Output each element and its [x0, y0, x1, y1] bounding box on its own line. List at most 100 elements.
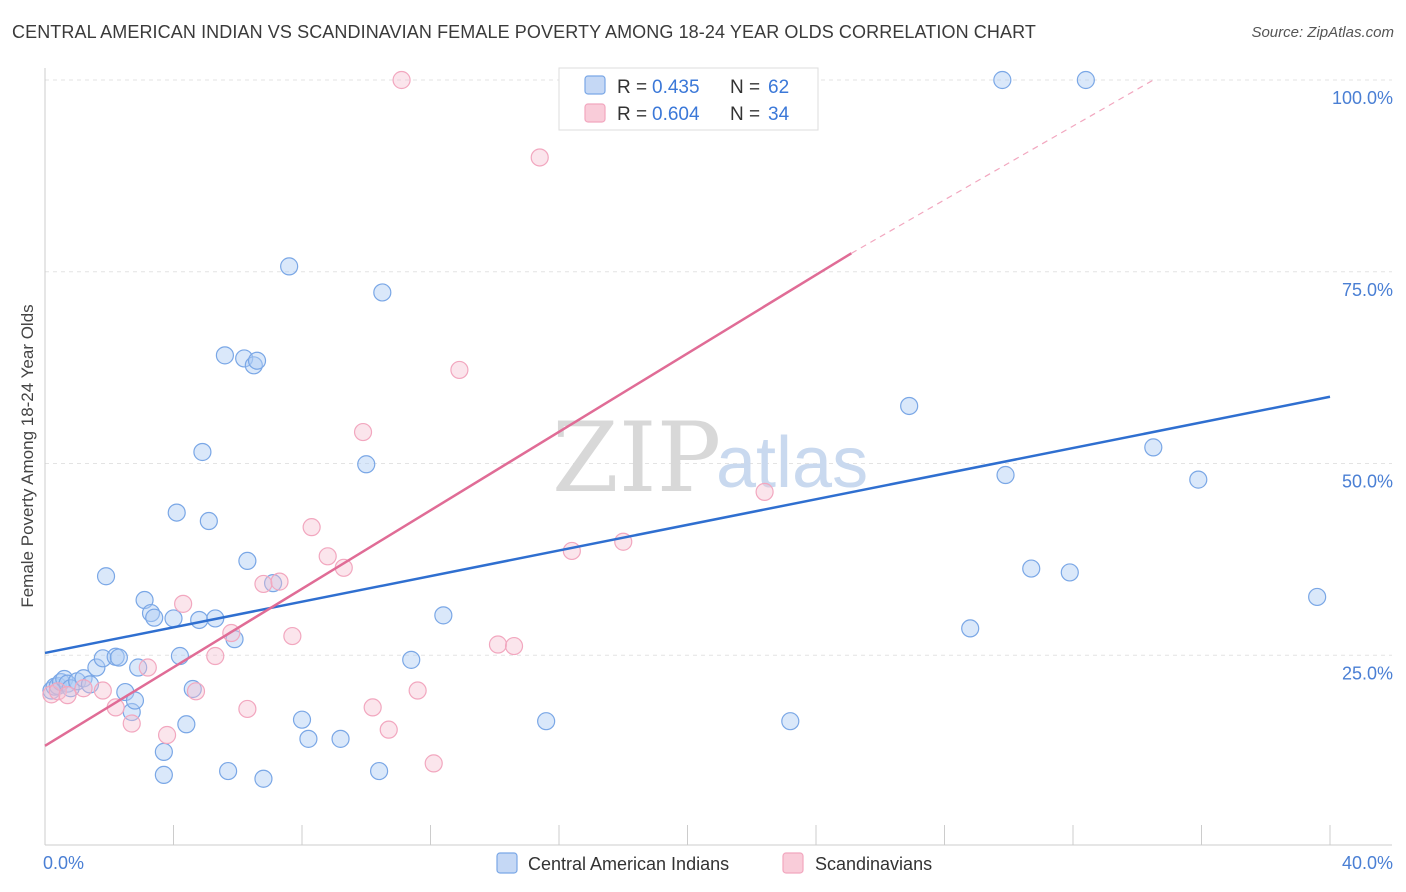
point-central-american-indians: [129, 658, 148, 677]
trendline-central-american-indians: [44, 395, 1331, 655]
legend-n-value-1: 62: [768, 77, 789, 98]
point-central-american-indians: [434, 606, 453, 625]
point-scandinavians: [450, 360, 469, 380]
point-scandinavians: [186, 682, 206, 701]
watermark: ZIP atlas: [552, 402, 868, 514]
point-central-american-indians: [357, 455, 376, 474]
point-central-american-indians: [215, 346, 234, 365]
point-central-american-indians: [1144, 438, 1163, 457]
point-central-american-indians: [154, 765, 173, 785]
point-central-american-indians: [183, 679, 202, 699]
point-central-american-indians: [193, 442, 212, 462]
point-scandinavians: [530, 148, 549, 167]
point-scandinavians: [363, 698, 382, 717]
point-central-american-indians: [373, 283, 392, 302]
point-central-american-indians: [299, 729, 318, 748]
point-scandinavians: [755, 482, 774, 501]
watermark-atlas: atlas: [716, 423, 868, 503]
point-scandinavians: [93, 681, 112, 700]
y-tick-label: 100.0%: [1332, 88, 1393, 108]
point-scandinavians: [122, 714, 141, 733]
legend-n-value-2: 34: [768, 104, 790, 125]
point-central-american-indians: [167, 503, 186, 522]
point-scandinavians: [408, 681, 427, 700]
point-central-american-indians: [263, 574, 283, 593]
point-central-american-indians: [145, 608, 164, 627]
point-central-american-indians: [164, 609, 183, 628]
point-scandinavians: [174, 594, 193, 613]
point-central-american-indians: [537, 712, 556, 731]
point-central-american-indians: [247, 351, 267, 370]
point-central-american-indians: [154, 742, 173, 761]
legend-r-value-2: 0.604: [652, 104, 700, 125]
legend-n-label-2: N =: [730, 104, 760, 125]
point-central-american-indians: [331, 729, 350, 748]
trendlines: [44, 79, 1331, 747]
watermark-zip: ZIP: [552, 402, 721, 514]
point-central-american-indians: [1022, 559, 1041, 578]
legend-swatch-pink: [584, 103, 606, 123]
point-central-american-indians: [996, 465, 1015, 485]
legend-r-value-1: 0.435: [652, 77, 700, 98]
point-central-american-indians: [961, 619, 980, 638]
y-tick-label: 50.0%: [1342, 472, 1393, 492]
point-central-american-indians: [1308, 587, 1327, 607]
point-central-american-indians: [238, 551, 257, 571]
point-central-american-indians: [993, 70, 1012, 90]
point-scandinavians: [424, 754, 443, 773]
x-ticks: [44, 825, 1331, 845]
legend-box: R = 0.435 N = 62 R = 0.604 N = 34: [558, 67, 819, 131]
chart-title: CENTRAL AMERICAN INDIAN VS SCANDINAVIAN …: [12, 22, 1036, 42]
point-scandinavians: [318, 547, 337, 566]
point-scandinavians: [504, 636, 524, 656]
bottom-legend-swatch-pink: [782, 852, 804, 874]
point-central-american-indians: [96, 567, 116, 586]
bottom-legend-swatch-blue: [496, 852, 518, 874]
point-scandinavians: [58, 686, 77, 705]
gridlines: [45, 79, 1392, 656]
x-tick-label-max: 40.0%: [1342, 853, 1393, 873]
series-scandinavians: [42, 70, 774, 773]
point-scandinavians: [48, 682, 67, 701]
x-tick-label-min: 0.0%: [43, 853, 84, 873]
point-scandinavians: [302, 518, 321, 537]
point-central-american-indians: [254, 769, 273, 788]
point-scandinavians: [254, 574, 273, 594]
trendline-scandinavians: [44, 252, 852, 747]
legend-r-label-2: R =: [617, 104, 647, 125]
y-tick-label: 25.0%: [1342, 663, 1393, 683]
point-central-american-indians: [370, 761, 389, 781]
series-central-american-indians: [42, 70, 1327, 788]
point-central-american-indians: [109, 648, 128, 667]
point-scandinavians: [270, 572, 289, 591]
point-scandinavians: [206, 646, 225, 666]
point-central-american-indians: [1060, 563, 1079, 582]
y-tick-label: 75.0%: [1342, 280, 1393, 300]
point-central-american-indians: [1189, 470, 1208, 489]
legend-r-label-1: R =: [617, 77, 647, 98]
point-central-american-indians: [402, 650, 421, 669]
point-scandinavians: [74, 679, 93, 698]
axes: [44, 68, 1392, 846]
point-scandinavians: [353, 422, 373, 442]
point-scandinavians: [157, 725, 177, 745]
bottom-legend-label-pink: Scandinavians: [815, 854, 932, 874]
y-tick-labels: 25.0% 50.0% 75.0% 100.0%: [1332, 88, 1393, 683]
y-axis-label: Female Poverty Among 18-24 Year Olds: [18, 304, 37, 607]
point-scandinavians: [488, 635, 508, 654]
point-central-american-indians: [280, 257, 299, 276]
point-central-american-indians: [87, 658, 106, 677]
point-central-american-indians: [177, 715, 196, 734]
point-scandinavians: [238, 699, 257, 719]
point-central-american-indians: [199, 511, 218, 531]
point-scandinavians: [379, 720, 398, 739]
point-scandinavians: [283, 626, 302, 646]
chart-source: Source: ZipAtlas.com: [1251, 24, 1394, 41]
point-central-american-indians: [900, 396, 919, 416]
trendline-scandinavians-extension: [851, 79, 1154, 254]
point-central-american-indians: [219, 761, 238, 781]
point-central-american-indians: [781, 712, 800, 731]
point-scandinavians: [562, 541, 581, 561]
point-central-american-indians: [292, 710, 312, 729]
